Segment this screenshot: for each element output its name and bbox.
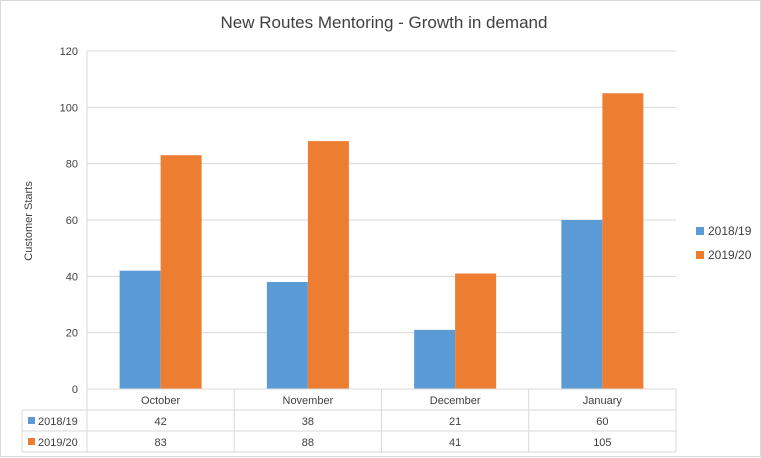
bar [119,270,161,389]
table-legend-key [28,417,35,424]
data-label: 88 [302,437,314,449]
x-tick-label: October [141,395,180,407]
bar [266,281,308,389]
data-label: 42 [155,416,167,428]
y-axis-ticks: 0 20 40 60 80 100 120 [60,46,78,396]
data-label: 83 [155,437,167,449]
table-series-name: 2018/19 [38,416,78,428]
data-label: 21 [449,416,461,428]
y-tick-label: 40 [66,271,78,283]
y-tick-label: 20 [66,328,78,340]
x-tick-label: November [283,395,334,407]
table-series-name: 2019/20 [38,437,78,449]
bar [307,141,349,389]
y-axis-label: Customer Starts [23,181,35,261]
bars [119,93,644,389]
table-legend-key [28,438,35,445]
data-label: 60 [596,416,608,428]
legend-key [696,251,704,259]
legend-label: 2019/20 [708,248,752,262]
chart-title: New Routes Mentoring - Growth in demand [221,13,548,32]
bar [602,93,644,389]
y-tick-label: 80 [66,159,78,171]
data-label: 105 [593,437,611,449]
data-table: October November December January 2018/19 42 3… [21,388,677,453]
data-label: 38 [302,416,314,428]
bar [455,273,497,389]
bar [160,155,202,389]
y-tick-label: 60 [66,215,78,227]
y-tick-label: 120 [60,46,78,58]
y-tick-label: 100 [60,102,78,114]
legend: 2018/19 2019/20 [696,224,752,262]
legend-key [696,227,704,235]
x-tick-label: December [430,395,481,407]
bar [561,220,603,389]
data-label: 41 [449,437,461,449]
legend-label: 2018/19 [708,224,752,238]
bar [414,329,456,389]
y-tick-label: 0 [72,384,78,396]
x-tick-label: January [583,395,623,407]
